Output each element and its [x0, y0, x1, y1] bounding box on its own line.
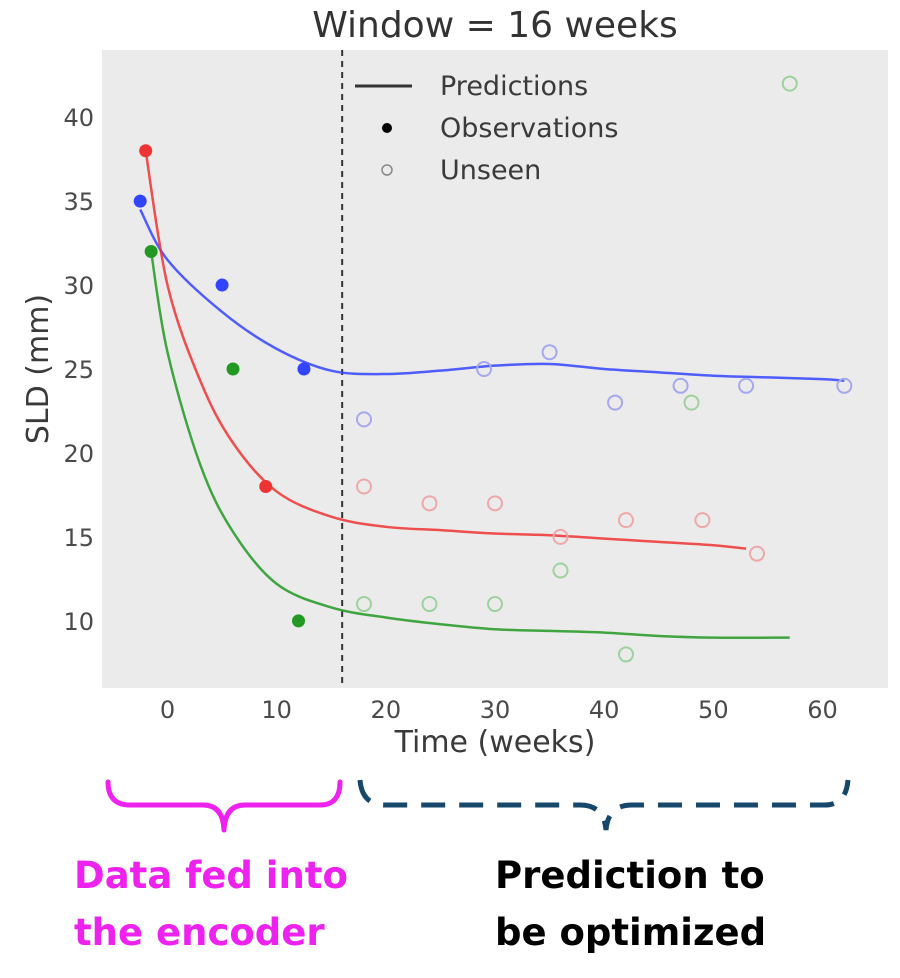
unseen-point	[487, 495, 503, 512]
x-tick-label: 40	[589, 696, 620, 724]
legend-observations-swatch	[382, 123, 392, 133]
prediction-window-brace	[357, 779, 851, 831]
x-tick-label: 20	[371, 696, 402, 724]
x-axis-label: Time (weeks)	[394, 725, 596, 760]
unseen-point	[552, 528, 569, 545]
y-tick-label: 25	[63, 356, 94, 384]
unseen-point	[487, 596, 503, 613]
plot-area	[102, 50, 888, 688]
unseen-point	[683, 394, 700, 411]
y-axis-ticks: 10 15 20 25 30 35 40	[63, 104, 94, 636]
legend-predictions-label: Predictions	[440, 71, 588, 102]
unseen-point	[738, 377, 755, 394]
prediction-line	[144, 150, 747, 550]
legend-observations-label: Observations	[440, 113, 618, 144]
prediction-line	[139, 208, 845, 382]
unseen-point	[607, 394, 624, 411]
legend: Predictions Observations Unseen	[355, 71, 618, 186]
observation-point	[292, 614, 305, 628]
encoder-caption-line-2: the encoder	[74, 911, 325, 954]
x-tick-label: 0	[160, 696, 175, 724]
prediction-line	[149, 251, 790, 640]
y-tick-label: 10	[63, 608, 94, 636]
series-group	[144, 75, 798, 663]
x-tick-label: 30	[480, 696, 511, 724]
y-tick-label: 15	[63, 524, 94, 552]
observation-point	[215, 278, 229, 292]
x-tick-label: 50	[698, 696, 729, 724]
series-group	[133, 194, 853, 428]
unseen-point	[694, 512, 711, 529]
chart-title: Window = 16 weeks	[312, 5, 678, 46]
prediction-caption-line-2: be optimized	[495, 911, 766, 954]
x-tick-label: 10	[261, 696, 292, 724]
observation-point	[133, 194, 147, 208]
y-tick-label: 30	[63, 272, 94, 300]
unseen-point	[356, 478, 372, 495]
unseen-point	[749, 545, 765, 562]
observation-point	[297, 362, 311, 376]
unseen-point	[356, 596, 372, 613]
encoder-window-brace	[105, 779, 343, 833]
observation-point	[144, 244, 158, 258]
unseen-point	[421, 495, 438, 512]
unseen-point	[421, 596, 438, 613]
y-tick-label: 20	[63, 440, 94, 468]
x-tick-label: 60	[807, 696, 838, 724]
series-layer	[133, 75, 853, 663]
unseen-point	[476, 361, 493, 377]
x-axis-ticks: 0 10 20 30 40 50 60	[160, 696, 838, 724]
y-tick-label: 35	[63, 188, 94, 216]
y-axis-label: SLD (mm)	[21, 294, 56, 444]
encoder-caption-line-1: Data fed into	[74, 854, 348, 897]
prediction-caption-line-1: Prediction to	[495, 854, 765, 897]
unseen-point	[836, 377, 853, 394]
y-tick-label: 40	[63, 104, 94, 132]
observation-point	[139, 144, 153, 158]
unseen-point	[356, 411, 372, 428]
series-group	[139, 144, 765, 562]
unseen-point	[618, 646, 634, 663]
unseen-point	[541, 344, 558, 361]
unseen-point	[552, 562, 569, 579]
observation-point	[259, 480, 273, 494]
unseen-point	[618, 512, 634, 529]
unseen-point	[672, 377, 689, 394]
legend-unseen-swatch	[381, 164, 393, 176]
unseen-point	[781, 75, 798, 92]
observation-point	[226, 362, 240, 376]
legend-unseen-label: Unseen	[440, 155, 541, 186]
